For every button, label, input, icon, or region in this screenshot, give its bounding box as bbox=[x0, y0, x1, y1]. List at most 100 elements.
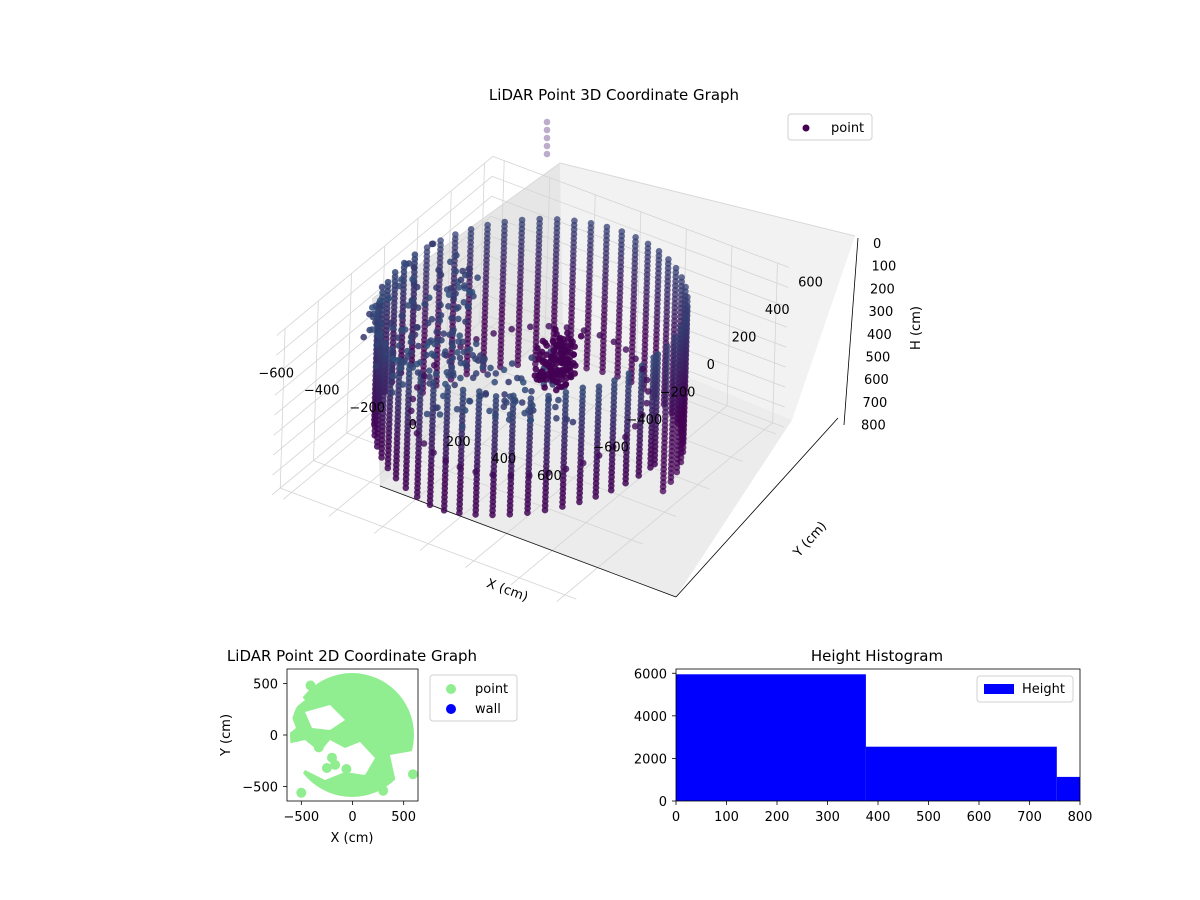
scatter-point bbox=[466, 346, 474, 353]
scatter-point bbox=[564, 347, 572, 355]
scatter-point bbox=[553, 216, 561, 223]
scatter-point bbox=[420, 440, 428, 447]
scatter-point bbox=[484, 371, 492, 378]
scatter-point bbox=[409, 276, 416, 283]
scatter-point bbox=[466, 398, 474, 405]
scatter-point bbox=[398, 312, 406, 320]
scatter-point bbox=[433, 328, 441, 336]
scatter-point bbox=[388, 389, 396, 396]
scatter-point bbox=[543, 150, 551, 158]
chart-histogram: Height Histogram 0 100 200 300 400 500 600 700 8… bbox=[634, 647, 1093, 825]
scatter-point bbox=[684, 293, 691, 301]
scatter-point bbox=[409, 297, 416, 305]
scatter-point bbox=[545, 322, 553, 330]
scatter-point bbox=[387, 319, 395, 327]
scatter-point bbox=[413, 384, 421, 391]
ticks-2d: −500 0 500 500 0 −500 bbox=[242, 677, 416, 825]
histogram-bars bbox=[676, 674, 1080, 801]
y-tick-label: 0 bbox=[707, 358, 715, 373]
scatter-point bbox=[457, 374, 464, 382]
scatter-point bbox=[421, 372, 428, 380]
scatter-point bbox=[442, 380, 449, 388]
scatter-point bbox=[291, 732, 302, 743]
scatter-point bbox=[560, 336, 567, 343]
grid-line bbox=[275, 176, 493, 356]
z-ticks-3d: 0 100 200 300 400 500 600 700 800 bbox=[861, 237, 896, 434]
scatter-point bbox=[407, 338, 415, 346]
scatter-point bbox=[441, 351, 448, 358]
scatter-point bbox=[408, 407, 415, 415]
scatter-point bbox=[587, 220, 595, 227]
y-tick-label: 400 bbox=[765, 303, 790, 318]
scatter-point bbox=[595, 383, 603, 391]
scatter-point bbox=[639, 411, 646, 419]
scatter-point bbox=[432, 370, 440, 378]
scatter-point bbox=[413, 324, 421, 331]
scatter-point bbox=[549, 370, 556, 378]
scatter-point bbox=[455, 284, 463, 291]
scatter-point bbox=[413, 430, 421, 437]
y-tick-label: 600 bbox=[798, 275, 823, 290]
scatter-point bbox=[520, 379, 527, 386]
scatter-point bbox=[622, 346, 630, 353]
scatter-point bbox=[671, 333, 679, 341]
scatter-point bbox=[562, 465, 570, 473]
scatter-point bbox=[423, 410, 431, 418]
scatter-point bbox=[385, 295, 393, 302]
x-tick-label: −600 bbox=[258, 367, 294, 382]
scatter-point bbox=[313, 742, 324, 753]
scatter-point bbox=[437, 271, 445, 279]
y-ticks-3d: −600 −400 −200 0 200 400 600 bbox=[593, 275, 823, 455]
scatter-point bbox=[321, 763, 332, 773]
legend-3d-label: point bbox=[831, 121, 864, 136]
scatter-point bbox=[452, 231, 459, 238]
scatter-point bbox=[378, 283, 386, 291]
histogram-bar bbox=[1056, 776, 1080, 801]
x-tick-label: 200 bbox=[446, 435, 471, 450]
scatter-point bbox=[446, 358, 454, 365]
scatter-point bbox=[398, 276, 405, 283]
scatter-point bbox=[500, 366, 508, 374]
ticks-histogram: 0 100 200 300 400 500 600 700 800 0 2000 4000 6000 bbox=[634, 667, 1093, 825]
scatter-point bbox=[534, 344, 541, 352]
scatter-point bbox=[563, 416, 571, 423]
scatter-point bbox=[440, 392, 447, 400]
scatter-point bbox=[487, 364, 494, 372]
scatter-point bbox=[665, 256, 672, 263]
scatter-point bbox=[528, 388, 535, 395]
scatter-point bbox=[528, 354, 535, 362]
scatter-point bbox=[404, 353, 412, 360]
z-axis-label-3d: H (cm) bbox=[909, 306, 924, 350]
scatter-point bbox=[553, 386, 560, 394]
scatter-point bbox=[525, 407, 532, 414]
scatter-point bbox=[428, 350, 436, 358]
scatter-point bbox=[527, 395, 535, 402]
gap-region bbox=[390, 750, 418, 801]
scatter-point bbox=[377, 350, 384, 358]
legend-3d-marker bbox=[802, 124, 810, 132]
scatter-point bbox=[474, 274, 481, 282]
scatter-point bbox=[518, 399, 526, 406]
scatter-point bbox=[507, 472, 515, 480]
scatter-point bbox=[445, 291, 453, 299]
scatter-point bbox=[447, 285, 455, 292]
z-tick-label: 700 bbox=[863, 396, 888, 411]
scatter-point bbox=[421, 300, 428, 308]
scatter-point bbox=[491, 378, 499, 386]
scatter-point bbox=[549, 337, 557, 345]
grid-line bbox=[491, 195, 788, 308]
scatter-point bbox=[448, 364, 456, 371]
scatter-point bbox=[530, 407, 537, 414]
scatter-point bbox=[462, 318, 469, 326]
scatter-point bbox=[432, 404, 440, 412]
gap-region bbox=[287, 669, 305, 735]
scatter-point bbox=[368, 326, 376, 333]
legend-2d-wall-marker bbox=[446, 704, 456, 714]
x-tick-label: 100 bbox=[714, 810, 739, 825]
scatter-point bbox=[398, 326, 405, 334]
scatter-point bbox=[552, 403, 559, 411]
scatter-point bbox=[508, 360, 516, 367]
scatter-point bbox=[321, 731, 332, 741]
scatter-point bbox=[455, 315, 462, 323]
scatter-point bbox=[610, 338, 618, 346]
